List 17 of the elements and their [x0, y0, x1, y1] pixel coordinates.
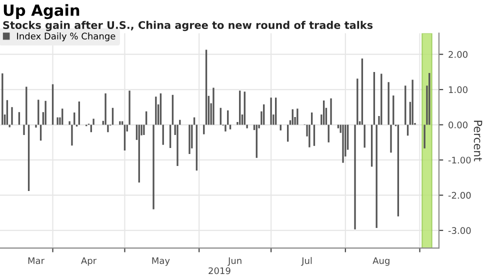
y-tick-label: 0.00 [448, 121, 468, 128]
x-tick-label: Apr [81, 257, 97, 266]
x-tick-label: Mar [28, 257, 44, 264]
chart-subtitle: Stocks gain after U.S., China agree to new round of trade talks [3, 20, 373, 32]
y-tick-label: 1.00 [448, 86, 468, 94]
y-tick-label: 2.00 [448, 51, 468, 58]
y-axis-title: Percent [474, 120, 482, 162]
y-tick-label: -1.00 [448, 156, 471, 164]
legend-label: Index Daily % Change [17, 32, 116, 42]
x-tick-label: May [152, 257, 170, 266]
x-axis-title: 2019 [208, 267, 230, 274]
x-tick-label: Jul [301, 257, 312, 266]
x-tick-label: Jun [228, 257, 242, 266]
x-tick-label: Aug [372, 257, 390, 266]
chart-title: Up Again [4, 4, 80, 20]
y-tick-label: -3.00 [448, 227, 471, 234]
y-tick-label: -2.00 [448, 192, 471, 199]
